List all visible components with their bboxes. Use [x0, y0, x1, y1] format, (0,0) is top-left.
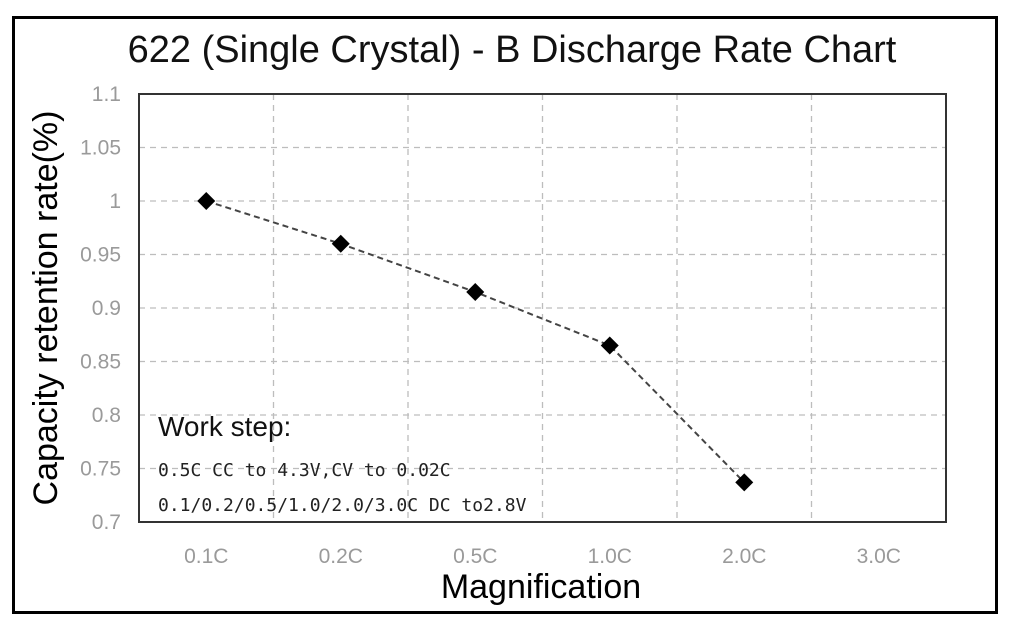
- data-point-marker: [600, 336, 619, 355]
- y-tick-label: 1.1: [92, 83, 121, 106]
- x-tick-label: 1.0C: [588, 545, 632, 568]
- y-tick-label: 0.8: [92, 404, 121, 427]
- data-markers: [197, 192, 754, 492]
- x-tick-label: 0.1C: [184, 545, 228, 568]
- y-tick-label: 0.7: [92, 511, 121, 534]
- data-point-marker: [331, 234, 350, 253]
- data-point-marker: [466, 282, 485, 301]
- y-tick-labels: 0.7 0.75 0.8 0.85 0.9 0.95 1 1.05 1.1: [80, 83, 121, 534]
- y-tick-label: 0.85: [80, 351, 121, 374]
- data-point-marker: [197, 192, 216, 210]
- x-tick-label: 0.5C: [453, 545, 497, 568]
- work-step-line-2: 0.1/0.2/0.5/1.0/2.0/3.0C DC to2.8V: [158, 495, 527, 516]
- y-axis-title: Capacity retention rate(%): [27, 111, 65, 506]
- y-tick-label: 0.75: [80, 458, 121, 481]
- plot-area: [138, 93, 947, 523]
- x-tick-label: 3.0C: [857, 545, 901, 568]
- y-tick-label: 1.05: [80, 137, 121, 160]
- x-tick-label: 2.0C: [722, 545, 766, 568]
- x-tick-labels: 0.1C 0.2C 0.5C 1.0C 2.0C 3.0C: [184, 545, 901, 568]
- y-tick-label: 0.9: [92, 297, 121, 320]
- x-axis-title: Magnification: [441, 568, 641, 606]
- y-tick-label: 1: [109, 190, 121, 213]
- grid-lines: [139, 93, 946, 523]
- chart-title: 622 (Single Crystal) - B Discharge Rate …: [128, 29, 897, 71]
- x-tick-label: 0.2C: [319, 545, 363, 568]
- work-step-line-1: 0.5C CC to 4.3V,CV to 0.02C: [158, 460, 451, 481]
- y-tick-label: 0.95: [80, 244, 121, 267]
- work-step-heading: Work step:: [158, 411, 291, 442]
- chart-frame: [12, 16, 998, 614]
- data-point-marker: [735, 473, 754, 492]
